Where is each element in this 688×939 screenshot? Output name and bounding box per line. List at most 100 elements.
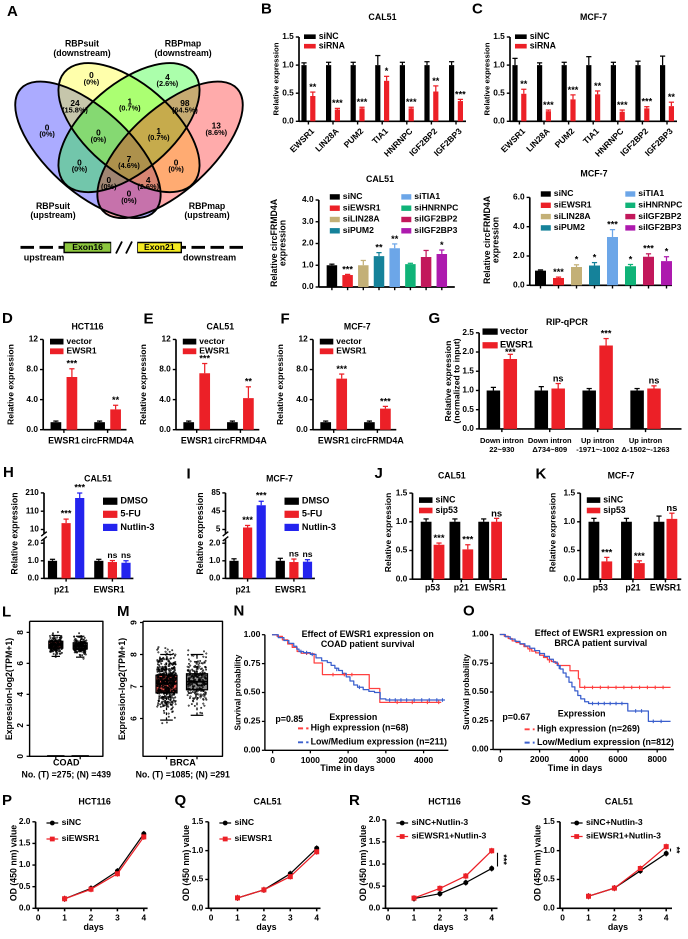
svg-text:COAD: COAD — [53, 758, 80, 768]
svg-text:siNC: siNC — [530, 31, 551, 41]
svg-text:8.0: 8.0 — [159, 364, 171, 374]
svg-text:4: 4 — [146, 175, 151, 185]
svg-text:5-FU: 5-FU — [302, 509, 323, 519]
svg-text:0.0: 0.0 — [302, 281, 314, 291]
svg-text:6: 6 — [15, 661, 25, 666]
svg-text:***: *** — [61, 508, 72, 518]
svg-text:(64.5%): (64.5%) — [172, 105, 198, 114]
svg-text:0.5: 0.5 — [19, 881, 31, 891]
svg-text:siEWSR1: siEWSR1 — [343, 202, 381, 212]
svg-text:J: J — [375, 465, 383, 482]
svg-text:1.5: 1.5 — [192, 816, 204, 826]
svg-text:A: A — [7, 3, 18, 20]
svg-text:Expression: Expression — [329, 712, 377, 722]
svg-text:siLIN28A: siLIN28A — [343, 214, 380, 224]
svg-text:***: *** — [433, 533, 444, 544]
svg-text:2: 2 — [438, 912, 443, 922]
svg-text:Exon16: Exon16 — [72, 242, 103, 252]
svg-text:0: 0 — [209, 912, 214, 922]
svg-text:p21: p21 — [454, 582, 469, 592]
svg-text:p53: p53 — [425, 582, 440, 592]
svg-text:Relative circFRMD4A: Relative circFRMD4A — [482, 195, 492, 284]
svg-text:0.5: 0.5 — [462, 404, 474, 414]
svg-text:2.0: 2.0 — [462, 346, 474, 356]
svg-text:L: L — [2, 603, 11, 620]
svg-text:1.0: 1.0 — [302, 259, 314, 269]
svg-text:circFRMD4A: circFRMD4A — [351, 435, 404, 445]
svg-text:0.50: 0.50 — [472, 686, 489, 696]
svg-text:siEWSR1: siEWSR1 — [235, 833, 273, 843]
svg-text:6.0: 6.0 — [513, 192, 525, 202]
svg-text:vector: vector — [500, 326, 528, 336]
svg-text:**: ** — [432, 76, 440, 86]
svg-text:1.5: 1.5 — [282, 31, 294, 41]
svg-text:3: 3 — [638, 912, 643, 922]
svg-text:p=0.67: p=0.67 — [502, 712, 530, 722]
svg-text:2: 2 — [89, 912, 94, 922]
svg-text:HCT116: HCT116 — [78, 797, 111, 807]
svg-text:22~930: 22~930 — [489, 445, 514, 454]
svg-text:1.5: 1.5 — [396, 487, 408, 497]
svg-text:***: *** — [505, 347, 516, 357]
svg-text:COAD patient survival: COAD patient survival — [321, 639, 415, 649]
svg-text:ns: ns — [302, 549, 312, 559]
svg-text:N: N — [234, 602, 245, 619]
svg-text:Expression: Expression — [558, 709, 606, 719]
svg-text:Q: Q — [175, 792, 187, 809]
svg-text:expression: expression — [491, 217, 501, 263]
svg-text:Relative circFRMD4A: Relative circFRMD4A — [269, 198, 279, 287]
svg-text:4: 4 — [141, 912, 146, 922]
svg-text:12: 12 — [162, 334, 172, 344]
svg-text:***: *** — [336, 364, 347, 374]
svg-text:**: ** — [245, 377, 253, 387]
svg-text:110: 110 — [26, 506, 40, 515]
svg-text:0.0: 0.0 — [564, 573, 576, 583]
svg-text:Relative expression: Relative expression — [272, 42, 281, 115]
svg-text:siEWSR1+Nutlin-3: siEWSR1+Nutlin-3 — [586, 831, 661, 841]
svg-text:siNC+Nutlin-3: siNC+Nutlin-3 — [586, 817, 643, 827]
svg-text:CAL51: CAL51 — [366, 174, 394, 184]
svg-text:2.5: 2.5 — [462, 327, 474, 337]
svg-text:***: *** — [199, 353, 210, 363]
svg-text:0.0: 0.0 — [19, 902, 31, 912]
svg-text:***: *** — [406, 97, 417, 107]
svg-text:**: ** — [112, 395, 120, 405]
svg-text:sip53: sip53 — [603, 505, 626, 515]
svg-text:Time in days: Time in days — [548, 763, 602, 773]
svg-text:*: * — [593, 252, 597, 262]
svg-text:(0%): (0%) — [121, 196, 137, 205]
svg-text:0: 0 — [96, 128, 101, 138]
svg-text:1.0: 1.0 — [564, 516, 576, 526]
svg-text:0.0: 0.0 — [28, 573, 40, 582]
svg-text:4: 4 — [165, 72, 170, 82]
svg-text:0.0: 0.0 — [282, 115, 294, 125]
svg-text:(15.8%): (15.8%) — [62, 105, 88, 114]
svg-text:OD (450 nm) value: OD (450 nm) value — [358, 825, 368, 901]
svg-text:vector: vector — [336, 336, 362, 346]
svg-text:(0%): (0%) — [91, 135, 107, 144]
svg-text:Relative expression: Relative expression — [383, 493, 393, 573]
svg-text:1.5: 1.5 — [493, 31, 505, 41]
svg-text:(0.7%): (0.7%) — [119, 104, 141, 113]
svg-text:0.5: 0.5 — [396, 545, 408, 555]
svg-text:G: G — [429, 310, 441, 327]
svg-text:RBPmap: RBPmap — [165, 39, 201, 49]
svg-text:0.00: 0.00 — [472, 744, 489, 754]
svg-text:4.0: 4.0 — [513, 221, 525, 231]
svg-text:EWSR1: EWSR1 — [336, 345, 366, 355]
svg-text:days: days — [608, 922, 628, 932]
svg-text:4000: 4000 — [414, 755, 433, 765]
svg-text:(0.7%): (0.7%) — [148, 133, 170, 142]
svg-text:0.25: 0.25 — [472, 715, 489, 725]
svg-text:0.75: 0.75 — [244, 658, 261, 668]
svg-text:1: 1 — [127, 96, 132, 106]
svg-text:CAL51: CAL51 — [368, 12, 396, 22]
svg-text:days: days — [256, 922, 276, 932]
svg-text:0: 0 — [270, 755, 275, 765]
svg-text:2: 2 — [262, 912, 267, 922]
svg-text:***: *** — [67, 359, 78, 369]
svg-text:siNC: siNC — [235, 817, 255, 827]
svg-text:4.0: 4.0 — [159, 394, 171, 404]
svg-text:0: 0 — [386, 912, 391, 922]
svg-text:RBPmap: RBPmap — [189, 201, 225, 211]
